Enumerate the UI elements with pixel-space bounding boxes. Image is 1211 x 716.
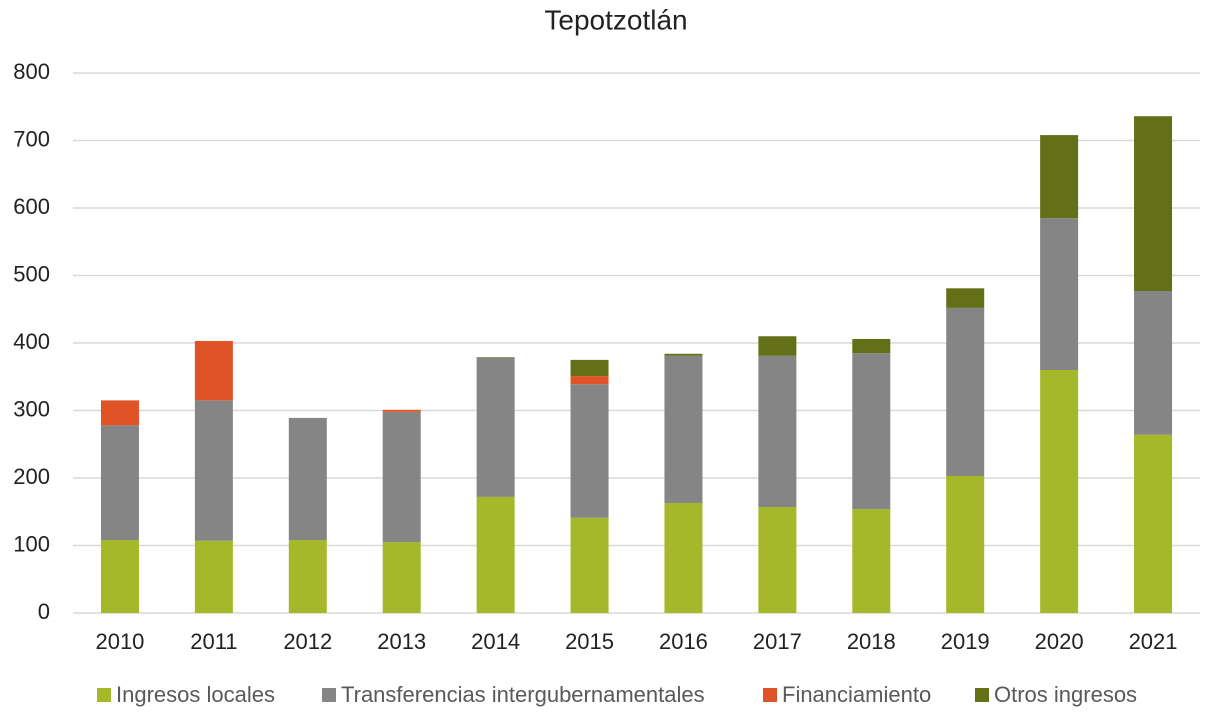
legend-swatch xyxy=(763,688,777,702)
legend-label: Otros ingresos xyxy=(994,682,1137,707)
y-tick-label: 300 xyxy=(13,396,50,421)
x-tick-label: 2012 xyxy=(283,629,332,654)
bar-segment xyxy=(194,540,233,613)
bar-segment xyxy=(1040,370,1079,613)
y-tick-label: 700 xyxy=(13,126,50,151)
bar-segment xyxy=(100,540,139,613)
bar-segment xyxy=(852,353,891,510)
x-tick-label: 2019 xyxy=(941,629,990,654)
bar-segment xyxy=(1134,116,1173,292)
bar-segment xyxy=(852,338,891,354)
bar-segment xyxy=(852,509,891,613)
bar-segment xyxy=(664,502,703,613)
x-tick-label: 2020 xyxy=(1035,629,1084,654)
bar-segment xyxy=(476,357,515,497)
bar-segment xyxy=(570,376,609,385)
legend-label: Transferencias intergubernamentales xyxy=(341,682,705,707)
bar-segment xyxy=(476,357,515,358)
bar-segment xyxy=(946,475,985,613)
bar-segment xyxy=(194,400,233,541)
bar-segment xyxy=(476,496,515,613)
bar-segment xyxy=(758,336,797,356)
x-tick-label: 2013 xyxy=(377,629,426,654)
x-tick-label: 2016 xyxy=(659,629,708,654)
bar-segment xyxy=(382,411,421,543)
bar-segment xyxy=(570,359,609,377)
bar-segment xyxy=(758,507,797,613)
bar-segment xyxy=(758,355,797,508)
x-tick-label: 2021 xyxy=(1129,629,1178,654)
bar-segment xyxy=(1134,291,1173,435)
bar-segment xyxy=(946,307,985,476)
legend-swatch xyxy=(97,688,111,702)
bar-segment xyxy=(100,400,139,426)
chart-title: Tepotzotlán xyxy=(544,4,687,35)
legend-swatch xyxy=(322,688,336,702)
bar-segment xyxy=(1040,135,1079,219)
bar-segment xyxy=(194,340,233,401)
legend-label: Ingresos locales xyxy=(116,682,275,707)
bar-segment xyxy=(288,417,327,541)
y-tick-label: 400 xyxy=(13,329,50,354)
legend-label: Financiamiento xyxy=(782,682,931,707)
bar-segment xyxy=(1134,434,1173,613)
y-tick-label: 500 xyxy=(13,261,50,286)
bar-segment xyxy=(946,288,985,308)
y-tick-label: 200 xyxy=(13,464,50,489)
legend-swatch xyxy=(975,688,989,702)
y-tick-label: 600 xyxy=(13,194,50,219)
bar-segment xyxy=(288,540,327,613)
bar-segment xyxy=(664,353,703,356)
bar-segment xyxy=(382,409,421,412)
y-tick-label: 800 xyxy=(13,59,50,84)
x-tick-label: 2018 xyxy=(847,629,896,654)
bar-segment xyxy=(100,425,139,541)
x-tick-label: 2011 xyxy=(190,629,237,654)
bar-segment xyxy=(664,355,703,503)
x-tick-label: 2015 xyxy=(565,629,614,654)
bar-segment xyxy=(570,384,609,518)
bar-segment xyxy=(570,517,609,613)
y-tick-label: 100 xyxy=(13,531,50,556)
bar-segment xyxy=(382,542,421,613)
x-tick-label: 2017 xyxy=(753,629,802,654)
x-tick-label: 2010 xyxy=(95,629,144,654)
bar-segment xyxy=(1040,218,1079,370)
x-tick-label: 2014 xyxy=(471,629,520,654)
y-tick-label: 0 xyxy=(38,599,50,624)
